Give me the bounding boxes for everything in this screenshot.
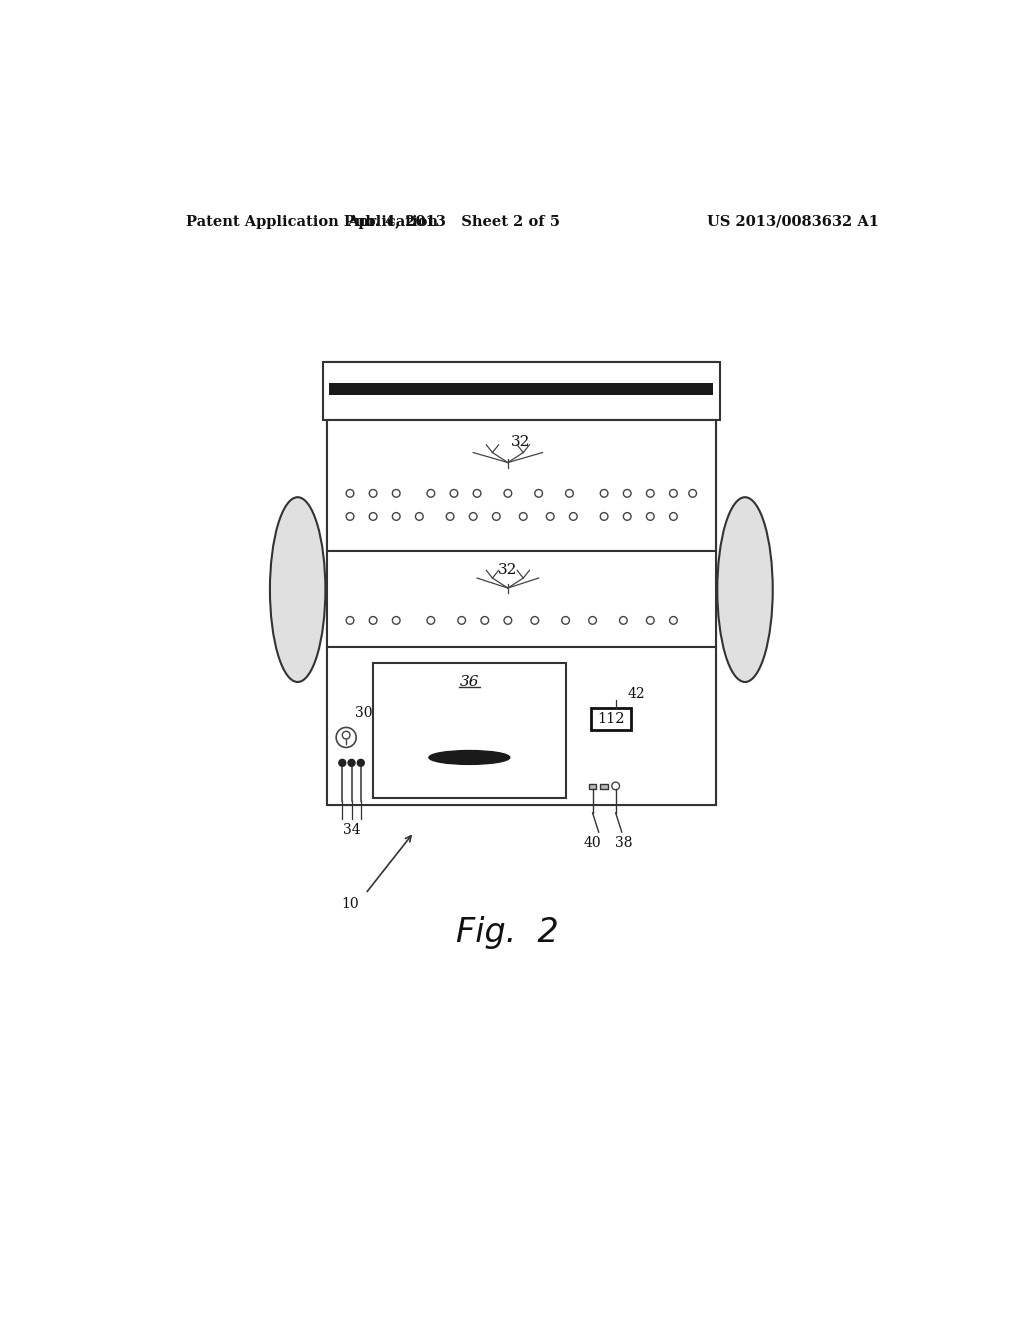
Bar — [327, 647, 716, 805]
Ellipse shape — [717, 498, 773, 682]
Text: 42: 42 — [628, 688, 645, 701]
Text: Fig.  2: Fig. 2 — [457, 916, 559, 949]
Text: 40: 40 — [584, 836, 601, 850]
Bar — [327, 552, 716, 647]
Text: US 2013/0083632 A1: US 2013/0083632 A1 — [707, 215, 879, 228]
Text: Apr. 4, 2013   Sheet 2 of 5: Apr. 4, 2013 Sheet 2 of 5 — [347, 215, 560, 228]
Text: 32: 32 — [498, 564, 517, 577]
Text: 32: 32 — [511, 434, 530, 449]
Text: 112: 112 — [597, 711, 625, 726]
Bar — [327, 363, 716, 805]
Text: Patent Application Publication: Patent Application Publication — [186, 215, 438, 228]
Ellipse shape — [270, 498, 326, 682]
Bar — [323, 363, 720, 420]
Bar — [373, 663, 565, 797]
Circle shape — [357, 759, 365, 767]
Text: 38: 38 — [614, 836, 632, 850]
Circle shape — [348, 759, 355, 767]
Ellipse shape — [429, 751, 510, 764]
Bar — [327, 420, 716, 552]
Text: 34: 34 — [343, 822, 360, 837]
Bar — [600, 784, 608, 789]
Circle shape — [339, 759, 346, 767]
Text: 10: 10 — [341, 896, 358, 911]
Bar — [589, 784, 596, 789]
Text: 30: 30 — [355, 706, 373, 719]
Text: 36: 36 — [460, 675, 479, 689]
Bar — [591, 708, 631, 730]
Bar — [330, 383, 714, 395]
